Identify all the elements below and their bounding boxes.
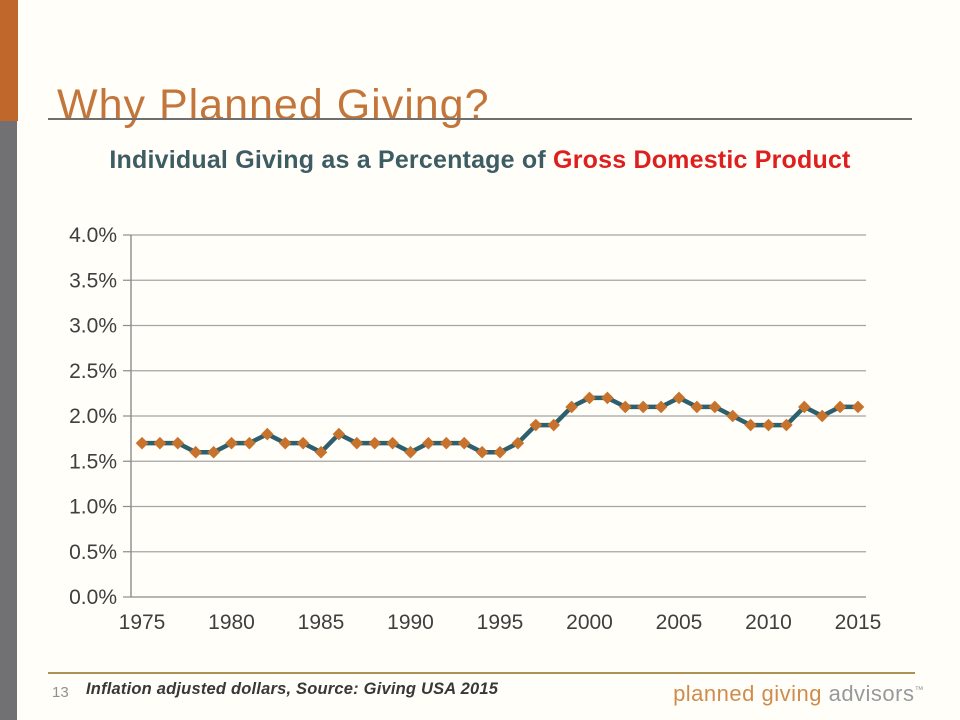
data-point-marker — [440, 436, 453, 450]
y-axis-label: 1.0% — [69, 496, 117, 519]
data-point-marker — [296, 436, 310, 450]
logo-primary: planned giving — [673, 681, 829, 706]
y-axis-label: 2.0% — [69, 405, 117, 428]
data-point-marker — [690, 400, 704, 414]
x-axis-label: 2010 — [745, 611, 792, 634]
accent-bar-gray — [0, 121, 17, 720]
x-axis-label: 1975 — [119, 611, 166, 634]
y-axis-label: 2.5% — [69, 360, 117, 383]
data-point-marker — [207, 445, 220, 459]
data-point-marker — [261, 427, 274, 441]
data-point-marker — [153, 436, 167, 450]
data-point-marker — [636, 400, 650, 414]
accent-bar-orange — [0, 0, 18, 121]
data-point-marker — [314, 445, 328, 459]
data-point-marker — [654, 400, 668, 414]
x-axis-label: 2005 — [656, 611, 703, 634]
x-axis-label: 1990 — [387, 611, 434, 634]
x-axis-label: 1995 — [477, 611, 524, 634]
data-point-marker — [601, 391, 614, 405]
data-point-marker — [565, 400, 578, 414]
data-point-marker — [457, 436, 471, 450]
y-axis-label: 0.0% — [69, 586, 117, 609]
data-point-marker — [726, 409, 739, 423]
data-point-marker — [762, 418, 775, 432]
y-axis-label: 4.0% — [69, 224, 117, 247]
x-axis-label: 1985 — [298, 611, 345, 634]
chart-title-prefix: Individual Giving as a Percentage of — [109, 146, 554, 174]
data-point-marker — [798, 400, 811, 414]
logo: planned giving advisors™ — [673, 681, 924, 707]
page-number: 13 — [52, 684, 69, 701]
data-point-marker — [619, 400, 632, 414]
slide-title: Why Planned Giving? — [57, 80, 490, 129]
data-point-marker — [386, 436, 399, 450]
y-axis-label: 1.5% — [69, 450, 117, 473]
data-point-marker — [529, 418, 543, 432]
data-point-marker — [243, 436, 256, 450]
data-point-marker — [493, 445, 507, 459]
x-axis-label: 1980 — [208, 611, 255, 634]
chart-title: Individual Giving as a Percentage of Gro… — [0, 146, 960, 175]
data-point-marker — [225, 436, 238, 450]
logo-secondary: advisors — [828, 681, 915, 706]
data-point-marker — [189, 445, 202, 459]
data-point-marker — [744, 418, 757, 432]
line-chart: 0.0% 0.5% 1.0% 1.5% 2.0% 2.5% 3.0% 3.5% 4.0% 1975… — [69, 224, 882, 634]
data-point-marker — [475, 445, 489, 459]
y-axis-label: 3.0% — [69, 315, 117, 338]
data-point-marker — [350, 436, 364, 450]
chart-title-highlight: Gross Domestic Product — [553, 146, 851, 174]
data-point-marker — [135, 436, 149, 450]
data-point-marker — [422, 436, 435, 450]
data-point-marker — [404, 445, 417, 459]
data-point-marker — [583, 391, 596, 405]
data-point-marker — [815, 409, 829, 423]
y-axis-label: 0.5% — [69, 541, 117, 564]
data-point-marker — [672, 391, 686, 405]
data-point-marker — [833, 400, 847, 414]
data-point-marker — [547, 418, 560, 432]
data-point-marker — [851, 400, 865, 414]
footer-divider — [48, 672, 915, 674]
x-axis-label: 2000 — [566, 611, 613, 634]
x-axis-label: 2015 — [835, 611, 882, 634]
data-point-marker — [171, 436, 185, 450]
title-underline — [48, 118, 912, 120]
data-point-marker — [511, 436, 525, 450]
trademark-icon: ™ — [914, 684, 924, 695]
data-point-marker — [780, 418, 793, 432]
data-point-marker — [278, 436, 292, 450]
data-point-marker — [332, 427, 346, 441]
y-axis-label: 3.5% — [69, 269, 117, 292]
data-point-marker — [708, 400, 722, 414]
footnote-source: Inflation adjusted dollars, Source: Givi… — [86, 680, 499, 698]
data-point-marker — [368, 436, 381, 450]
